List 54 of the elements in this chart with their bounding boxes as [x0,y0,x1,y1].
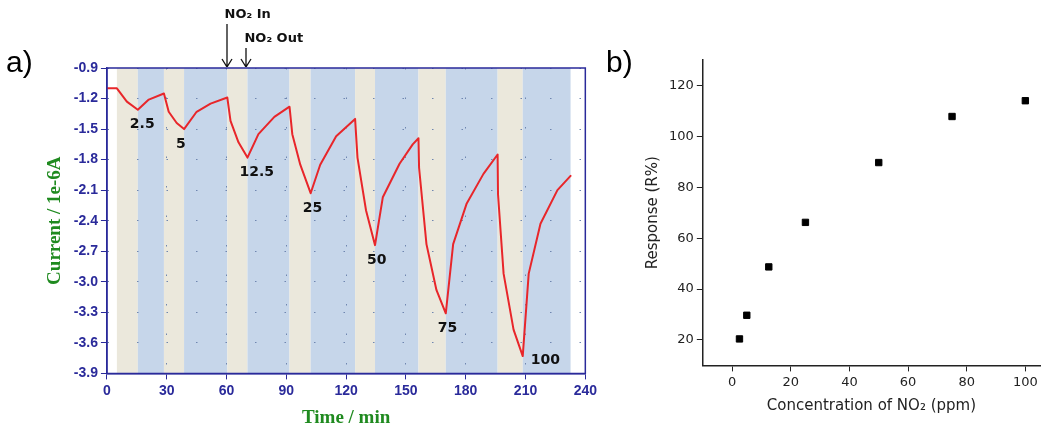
x-tick-label: 150 [394,381,418,398]
x-tick-label: 90 [278,381,295,398]
y-tick-label: -2.7 [73,242,99,259]
y-tick-label: -2.4 [73,211,99,228]
point [743,311,751,319]
annotation: 5 [176,134,186,151]
y-tick-label: 120 [668,76,694,92]
x-tick-label: 40 [841,373,858,389]
y-tick-label: 80 [677,178,694,194]
x-tick-label: 20 [782,373,800,389]
x-tick-label: 30 [158,381,175,398]
y-tick-label: -3.3 [73,303,99,320]
chart-title: a) [6,45,33,78]
x-tick-label: 0 [103,381,112,398]
x-axis-title: Concentration of NO₂ (ppm) [766,395,977,414]
y-tick-label: -3.9 [73,364,99,381]
y-tick-label: -2.1 [73,181,99,198]
y-axis-title: Response (R%) [642,156,661,270]
x-tick-label: 60 [899,373,917,389]
y-tick-label: -3.0 [73,272,99,289]
annotation: 100 [530,350,561,367]
x-tick-label: 210 [513,381,538,398]
annotation: NO₂ In [224,6,271,21]
x-tick-label: 240 [573,381,598,398]
y-tick-label: -1.5 [73,119,99,136]
y-axis-title: Current / 1e-6A [43,156,65,285]
x-tick-label: 80 [958,373,975,389]
x-tick-label: 0 [727,373,737,389]
annotation: 75 [437,318,458,335]
point [765,263,773,271]
annotation: 12.5 [239,163,274,180]
y-tick-label: 20 [677,331,694,347]
y-tick-label: -0.9 [73,58,99,75]
point [948,112,956,121]
x-tick-label: 120 [334,381,359,398]
y-tick-label: 60 [677,229,694,245]
y-tick-label: -3.6 [73,333,99,350]
point [875,158,883,167]
x-tick-label: 180 [454,381,478,398]
y-tick-label: -1.2 [73,89,99,106]
point [1021,97,1030,105]
x-tick-label: 60 [218,381,235,398]
annotation: 50 [367,250,387,267]
annotation: 2.5 [129,115,155,132]
x-tick-label: 100 [1012,373,1038,389]
y-tick-label: -1.8 [73,150,99,167]
point [735,335,744,343]
chart-title: b) [606,45,633,78]
y-tick-label: 40 [677,280,694,296]
annotation: NO₂ Out [244,30,304,45]
y-tick-label: 100 [668,127,694,143]
annotation: 25 [302,198,323,215]
point [801,218,810,227]
x-axis-title: Time / min [301,405,391,427]
